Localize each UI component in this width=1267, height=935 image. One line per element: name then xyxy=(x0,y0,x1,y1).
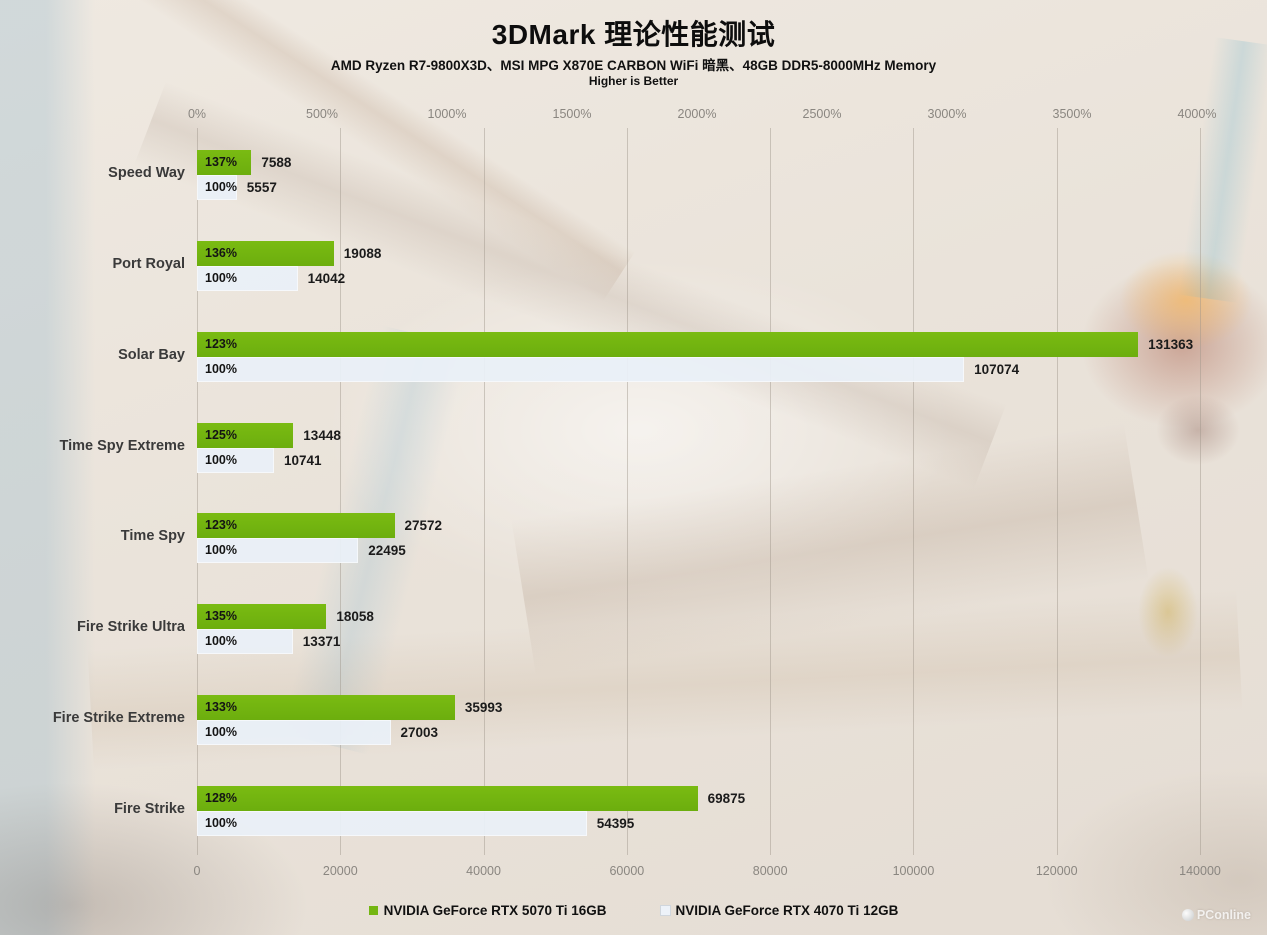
legend-label: NVIDIA GeForce RTX 5070 Ti 16GB xyxy=(383,903,607,918)
value-label: 131363 xyxy=(1148,337,1194,352)
bar-rtx-5070ti: 128% xyxy=(197,786,698,811)
value-label: 10741 xyxy=(284,453,322,468)
bar-rtx-5070ti: 137% xyxy=(197,150,252,175)
percent-label: 123% xyxy=(205,337,237,351)
value-label: 22495 xyxy=(368,543,406,558)
top-axis-tick: 2500% xyxy=(802,107,842,121)
legend-swatch-white xyxy=(660,906,670,915)
bar-rtx-4070ti: 100% xyxy=(197,357,965,382)
category-label: Speed Way xyxy=(108,165,185,181)
pconline-logo-icon xyxy=(1181,909,1194,921)
bar-rtx-4070ti: 100% xyxy=(197,538,359,563)
chart-title: 3DMark 理论性能测试 xyxy=(491,19,776,50)
top-axis-tick: 0% xyxy=(187,107,207,121)
bottom-axis-tick: 80000 xyxy=(752,864,788,878)
percent-label: 133% xyxy=(205,700,237,714)
bottom-axis-tick: 100000 xyxy=(892,864,935,878)
value-label: 5557 xyxy=(246,180,277,195)
bar-rtx-4070ti: 100% xyxy=(197,720,391,745)
percent-label: 125% xyxy=(205,428,237,442)
gridline xyxy=(340,128,341,855)
bar-rtx-5070ti: 125% xyxy=(197,423,294,448)
bar-rtx-5070ti: 133% xyxy=(197,695,455,720)
percent-label: 135% xyxy=(205,609,237,623)
chart-subtitle: AMD Ryzen R7-9800X3D、MSI MPG X870E CARBO… xyxy=(330,58,937,73)
value-label: 13448 xyxy=(303,428,341,443)
category-label: Solar Bay xyxy=(118,347,185,363)
value-label: 14042 xyxy=(307,271,346,286)
gridline xyxy=(770,128,771,855)
top-axis-tick: 1500% xyxy=(552,107,592,121)
bar-rtx-4070ti: 100% xyxy=(197,175,237,200)
higher-is-better-note: Higher is Better xyxy=(588,74,679,88)
bottom-axis-tick: 40000 xyxy=(466,864,501,878)
bar-rtx-4070ti: 100% xyxy=(197,448,274,473)
bottom-axis-tick: 120000 xyxy=(1035,864,1078,878)
gridline xyxy=(913,128,914,855)
percent-label: 136% xyxy=(205,246,237,260)
top-axis-tick: 3500% xyxy=(1052,107,1092,121)
percent-label: 137% xyxy=(205,155,237,169)
percent-label: 100% xyxy=(205,453,237,467)
category-label: Port Royal xyxy=(112,256,185,272)
value-label: 7588 xyxy=(261,155,292,170)
bar-rtx-5070ti: 123% xyxy=(197,332,1139,357)
bar-rtx-4070ti: 100% xyxy=(197,266,298,291)
pconline-watermark: PConline xyxy=(1181,908,1251,922)
bottom-axis-tick: 0 xyxy=(193,864,201,878)
percent-label: 100% xyxy=(205,271,237,285)
percent-label: 100% xyxy=(205,543,237,557)
value-label: 13371 xyxy=(302,634,341,649)
percent-label: 100% xyxy=(205,180,237,194)
bar-rtx-4070ti: 100% xyxy=(197,629,293,654)
percent-label: 128% xyxy=(205,791,237,805)
category-label: Fire Strike xyxy=(114,801,185,817)
legend: NVIDIA GeForce RTX 5070 Ti 16GB NVIDIA Ge… xyxy=(0,903,1267,918)
percent-label: 100% xyxy=(205,816,237,830)
top-axis-tick: 4000% xyxy=(1177,107,1217,121)
legend-item: NVIDIA GeForce RTX 5070 Ti 16GB xyxy=(368,903,607,918)
percent-label: 100% xyxy=(205,725,237,739)
value-label: 27572 xyxy=(404,518,443,533)
gridline xyxy=(197,128,198,855)
gridline xyxy=(627,128,628,855)
legend-item: NVIDIA GeForce RTX 4070 Ti 12GB xyxy=(660,903,899,918)
value-label: 54395 xyxy=(596,816,635,831)
gridline xyxy=(1057,128,1058,855)
category-label: Fire Strike Extreme xyxy=(52,710,185,726)
watermark-text: PConline xyxy=(1196,908,1251,922)
value-label: 19088 xyxy=(343,246,382,261)
value-label: 35993 xyxy=(464,700,503,715)
bottom-axis-tick: 60000 xyxy=(609,864,645,878)
bar-rtx-5070ti: 135% xyxy=(197,604,327,629)
percent-label: 123% xyxy=(205,518,237,532)
legend-label: NVIDIA GeForce RTX 4070 Ti 12GB xyxy=(675,903,899,918)
value-label: 27003 xyxy=(400,725,439,740)
top-axis-tick: 3000% xyxy=(927,107,967,121)
gridline xyxy=(484,128,485,855)
value-label: 69875 xyxy=(707,791,746,806)
bar-rtx-5070ti: 136% xyxy=(197,241,334,266)
category-label: Time Spy Extreme xyxy=(59,438,185,454)
bar-rtx-4070ti: 100% xyxy=(197,811,587,836)
value-label: 107074 xyxy=(974,362,1020,377)
percent-label: 100% xyxy=(205,634,237,648)
bottom-axis-tick: 20000 xyxy=(322,864,358,878)
top-axis-tick: 500% xyxy=(306,107,338,121)
category-label: Time Spy xyxy=(120,528,185,544)
plot-area: 137% 7588 100% 5557 136% 19088 100% 14042 123% 13… xyxy=(197,128,1201,855)
value-label: 18058 xyxy=(336,609,374,624)
bottom-axis-tick: 140000 xyxy=(1179,864,1221,878)
gridline xyxy=(1200,128,1201,855)
top-axis-tick: 1000% xyxy=(427,107,467,121)
legend-swatch-green xyxy=(368,906,378,915)
category-label: Fire Strike Ultra xyxy=(77,619,185,635)
top-axis-tick: 2000% xyxy=(677,107,717,121)
bar-rtx-5070ti: 123% xyxy=(197,513,395,538)
percent-label: 100% xyxy=(205,362,237,376)
